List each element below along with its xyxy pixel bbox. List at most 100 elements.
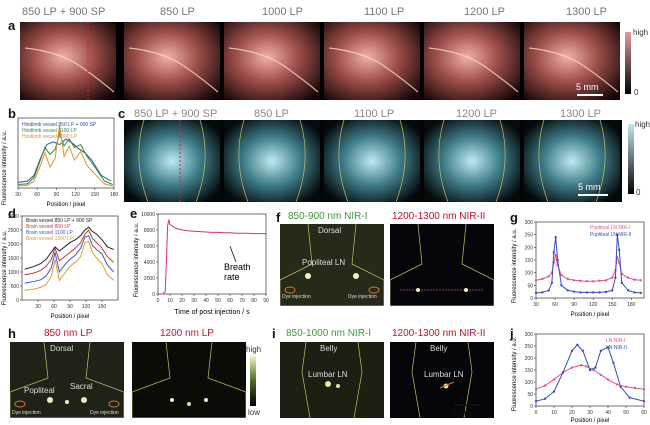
x-tick-label: 60 <box>227 298 233 304</box>
panel-e-annotation-line2: rate <box>224 272 240 282</box>
data-point <box>552 378 556 381</box>
panel-j-ylabel: Fluorescence intensity / a.u. <box>512 336 518 411</box>
data-point <box>604 279 608 282</box>
x-tick-label: 90 <box>54 192 60 198</box>
panel-g-legend-1: Popliteal LN NIR-I <box>590 225 631 231</box>
panel-a-tile <box>524 22 620 100</box>
data-point <box>626 289 630 292</box>
x-tick-label: 60 <box>641 410 647 416</box>
data-point <box>556 258 559 262</box>
x-tick-label: 150 <box>98 304 107 310</box>
x-tick-label: 0 <box>157 298 160 304</box>
data-point <box>560 284 563 287</box>
data-point <box>560 274 563 277</box>
data-point <box>552 251 555 254</box>
panel-c-mouse-images <box>124 120 620 202</box>
panel-a-colorbar-low: 0 <box>634 88 639 97</box>
x-tick-label: 30 <box>191 298 197 304</box>
y-tick-label: 250 <box>525 233 534 239</box>
y-tick-label: 100 <box>525 380 534 386</box>
panel-h-colorbar <box>250 356 256 406</box>
panel-a-vessel <box>24 47 115 93</box>
panel-c-outline <box>438 120 506 202</box>
x-tick-label: 90 <box>263 298 269 304</box>
panel-c-title-4: 1200 LP <box>456 108 497 120</box>
panel-j-legend: LN NIR-I LN NIR-II <box>606 338 627 352</box>
panel-d-legend-1: Brain vessel 850 LP + 900 SP <box>26 218 93 224</box>
panel-c-outline <box>538 120 606 202</box>
panel-a-vessel <box>128 47 219 93</box>
panel-i-scale-label: 1 cm <box>452 408 472 418</box>
panel-c-scale-label: 5 mm <box>578 182 601 192</box>
y-tick-label: 4000 <box>144 260 155 266</box>
panel-a-image-strip <box>20 22 620 100</box>
panel-a-title-5: 1200 LP <box>464 6 505 18</box>
data-point <box>570 366 574 369</box>
data-point <box>614 276 617 279</box>
y-tick-label: 3000 <box>8 214 19 220</box>
panel-a-tile <box>20 22 116 100</box>
panel-a-tile <box>324 22 420 100</box>
panel-h-dye-left: Dye injection <box>12 410 41 416</box>
panel-i-image-right: Belly Lumbar LN <box>390 342 494 418</box>
panel-a-vessel-images <box>20 22 620 100</box>
panel-f-image-right <box>390 224 494 306</box>
y-tick-label: 250 <box>525 344 534 350</box>
x-tick-label: 180 <box>110 192 119 198</box>
data-point <box>626 276 630 279</box>
y-tick-label: 300 <box>525 220 534 226</box>
x-tick-label: 0 <box>535 410 538 416</box>
panel-h-sacral-label: Sacral <box>70 382 93 391</box>
panel-h-image-right <box>132 342 246 418</box>
panel-a-title-3: 1000 LP <box>262 6 303 18</box>
y-tick-label: 0 <box>152 292 155 298</box>
panel-j-legend-1: LN NIR-I <box>606 338 626 344</box>
y-tick-label: 200 <box>525 245 534 251</box>
data-point <box>534 388 538 391</box>
data-point <box>594 366 597 369</box>
data-point <box>619 385 622 388</box>
panel-i-lumbar-left: Lumbar LN <box>308 370 348 379</box>
panel-h-popliteal-label: Popliteal <box>24 386 55 395</box>
x-tick-label: 60 <box>51 304 57 310</box>
panel-g-chart: Fluorescence intensity / a.u. 30 60 90 120 1… <box>512 220 645 318</box>
panel-a-label: a <box>8 18 16 33</box>
panel-c-title-2: 850 LP <box>254 108 289 120</box>
data-point <box>611 276 614 279</box>
x-tick-label: 30 <box>15 192 21 198</box>
panel-i-scale-bar <box>454 404 480 406</box>
panel-h-title-left: 850 nm LP <box>44 328 93 339</box>
x-tick-label: 120 <box>71 192 80 198</box>
panel-g-legend: Popliteal LN NIR-I Popliteal LN NIR-II <box>590 225 631 239</box>
panel-f-dye-left: Dye injection <box>282 294 311 300</box>
panel-d-xlabel: Position / pixel <box>51 314 90 320</box>
x-tick-label: 70 <box>239 298 245 304</box>
x-tick-label: 30 <box>533 302 539 308</box>
data-point <box>615 383 619 386</box>
data-point <box>599 373 602 376</box>
data-point <box>534 279 538 282</box>
x-tick-label: 30 <box>587 410 593 416</box>
panel-a-colorbar <box>625 32 631 94</box>
y-tick-label: 8000 <box>144 228 155 234</box>
panel-c-title-3: 1100 LP <box>354 108 395 120</box>
data-point <box>566 277 569 281</box>
data-point <box>543 397 547 400</box>
panel-d-legend-4: Brain vessel 1300 LP <box>26 236 74 242</box>
y-tick-label: 50 <box>527 283 533 289</box>
panel-c-outline <box>138 120 206 202</box>
panel-b-legend-2: Hindlimb vessel 1100 LP <box>22 128 77 134</box>
data-point <box>534 400 538 403</box>
y-tick-label: 50 <box>527 392 533 398</box>
panel-c-colorbar <box>628 124 634 194</box>
y-tick-label: 200 <box>525 356 534 362</box>
panel-e-ylabel: Fluorescence intensity / a.u. <box>134 222 140 297</box>
panel-h-title-right: 1200 nm LP <box>160 328 214 339</box>
panel-i-lumbar-right: Lumbar LN <box>424 370 464 379</box>
data-point <box>570 349 574 352</box>
series-line-3 <box>24 234 115 284</box>
data-point <box>616 233 619 236</box>
panel-d-legend: Brain vessel 850 LP + 900 SP Brain vesse… <box>26 218 92 242</box>
y-tick-label: 10000 <box>141 212 155 218</box>
y-tick-label: 2500 <box>8 228 19 234</box>
